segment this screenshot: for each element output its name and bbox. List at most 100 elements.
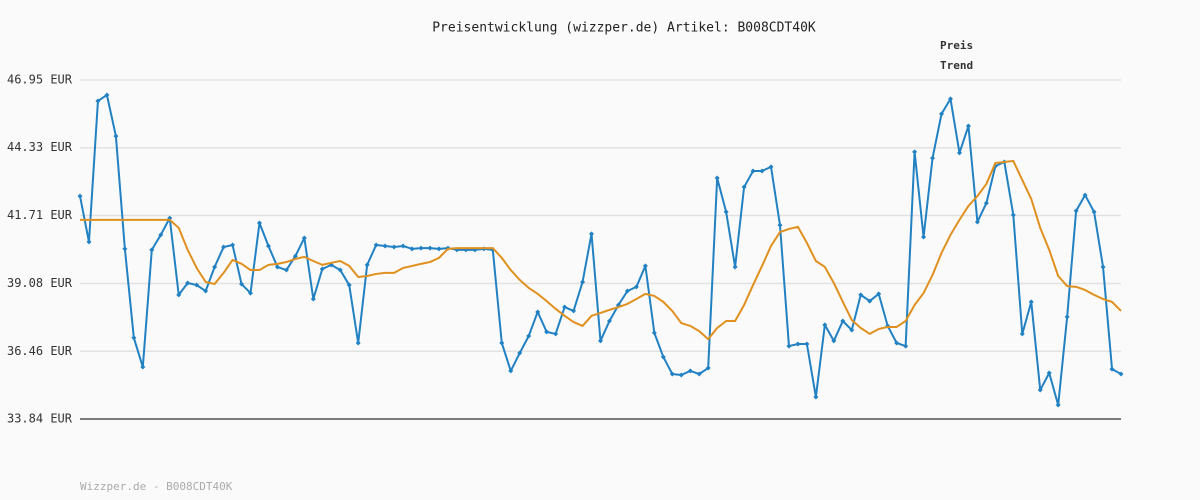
data-point bbox=[669, 371, 675, 377]
data-point bbox=[633, 284, 639, 290]
data-point bbox=[930, 155, 936, 161]
y-tick-label: 41.71 EUR bbox=[7, 208, 73, 222]
data-point bbox=[974, 219, 980, 225]
data-point bbox=[194, 282, 200, 288]
data-point bbox=[86, 239, 92, 245]
data-point bbox=[310, 296, 316, 302]
data-point bbox=[1046, 370, 1052, 376]
data-point bbox=[292, 253, 298, 259]
data-point bbox=[131, 335, 137, 341]
data-point bbox=[642, 263, 648, 269]
data-point bbox=[741, 184, 747, 190]
data-point bbox=[795, 341, 801, 347]
data-point bbox=[301, 235, 307, 241]
data-point bbox=[1118, 371, 1124, 377]
data-point bbox=[274, 264, 280, 270]
data-point bbox=[831, 338, 837, 344]
data-point bbox=[544, 329, 550, 335]
data-point bbox=[1028, 299, 1034, 305]
data-point bbox=[400, 243, 406, 249]
data-point bbox=[840, 318, 846, 324]
data-point bbox=[391, 244, 397, 250]
data-point bbox=[355, 340, 361, 346]
data-point bbox=[346, 282, 352, 288]
data-point bbox=[1091, 209, 1097, 215]
y-tick-label: 46.95 EUR bbox=[7, 73, 73, 87]
data-point bbox=[248, 290, 254, 296]
data-point bbox=[508, 368, 514, 374]
data-point bbox=[1064, 314, 1070, 320]
data-point bbox=[409, 246, 415, 252]
data-point bbox=[140, 364, 146, 370]
data-point bbox=[858, 292, 864, 298]
data-point bbox=[876, 291, 882, 297]
data-point bbox=[104, 92, 110, 98]
y-tick-label: 39.08 EUR bbox=[7, 276, 73, 290]
legend-entry: Trend bbox=[940, 59, 973, 72]
data-point bbox=[1082, 192, 1088, 198]
data-point bbox=[256, 220, 262, 226]
data-point bbox=[813, 394, 819, 400]
y-tick-label: 36.46 EUR bbox=[7, 344, 73, 358]
data-point bbox=[768, 164, 774, 170]
data-point bbox=[598, 338, 603, 344]
data-point bbox=[1100, 264, 1106, 270]
data-point bbox=[804, 341, 810, 347]
data-point bbox=[696, 371, 702, 377]
data-point bbox=[732, 264, 738, 270]
data-point bbox=[705, 365, 711, 371]
data-point bbox=[77, 193, 83, 199]
data-point bbox=[956, 150, 962, 156]
data-point bbox=[212, 264, 218, 270]
data-point bbox=[221, 244, 227, 250]
data-point bbox=[714, 175, 720, 181]
data-point bbox=[436, 246, 442, 252]
data-point bbox=[687, 368, 693, 374]
data-point bbox=[1055, 402, 1061, 408]
data-point bbox=[517, 350, 523, 356]
data-point bbox=[921, 234, 927, 240]
y-tick-label: 33.84 EUR bbox=[7, 412, 73, 426]
data-point bbox=[777, 222, 783, 228]
data-point bbox=[624, 288, 630, 294]
data-point bbox=[849, 327, 855, 333]
data-point bbox=[894, 340, 900, 346]
data-point bbox=[427, 245, 433, 251]
data-point bbox=[1019, 331, 1025, 337]
data-point bbox=[571, 308, 577, 314]
data-point bbox=[750, 168, 756, 174]
data-point bbox=[606, 318, 612, 324]
data-point bbox=[678, 372, 684, 378]
data-point bbox=[1037, 387, 1043, 393]
data-point bbox=[149, 247, 155, 253]
y-tick-label: 44.33 EUR bbox=[7, 140, 73, 154]
data-point bbox=[319, 266, 325, 272]
data-point bbox=[903, 343, 909, 349]
data-point bbox=[95, 98, 101, 104]
data-point bbox=[651, 330, 657, 336]
data-point bbox=[965, 123, 971, 129]
data-point bbox=[983, 200, 989, 206]
data-point bbox=[265, 243, 271, 249]
data-point bbox=[364, 262, 370, 268]
chart-title: Preisentwicklung (wizzper.de) Artikel: B… bbox=[432, 21, 816, 36]
data-point bbox=[1073, 208, 1079, 214]
data-point bbox=[723, 209, 729, 215]
data-point bbox=[283, 267, 289, 273]
data-point bbox=[759, 168, 765, 174]
data-point bbox=[553, 331, 559, 337]
data-point bbox=[185, 280, 191, 286]
data-point bbox=[203, 288, 209, 294]
data-point bbox=[499, 340, 505, 346]
data-point bbox=[562, 304, 568, 310]
data-point bbox=[912, 149, 918, 155]
data-point bbox=[176, 292, 182, 298]
data-point bbox=[947, 96, 953, 102]
data-point bbox=[535, 309, 541, 315]
data-point bbox=[589, 231, 595, 237]
data-point bbox=[373, 242, 379, 248]
data-point bbox=[939, 111, 945, 117]
data-point bbox=[580, 279, 586, 285]
